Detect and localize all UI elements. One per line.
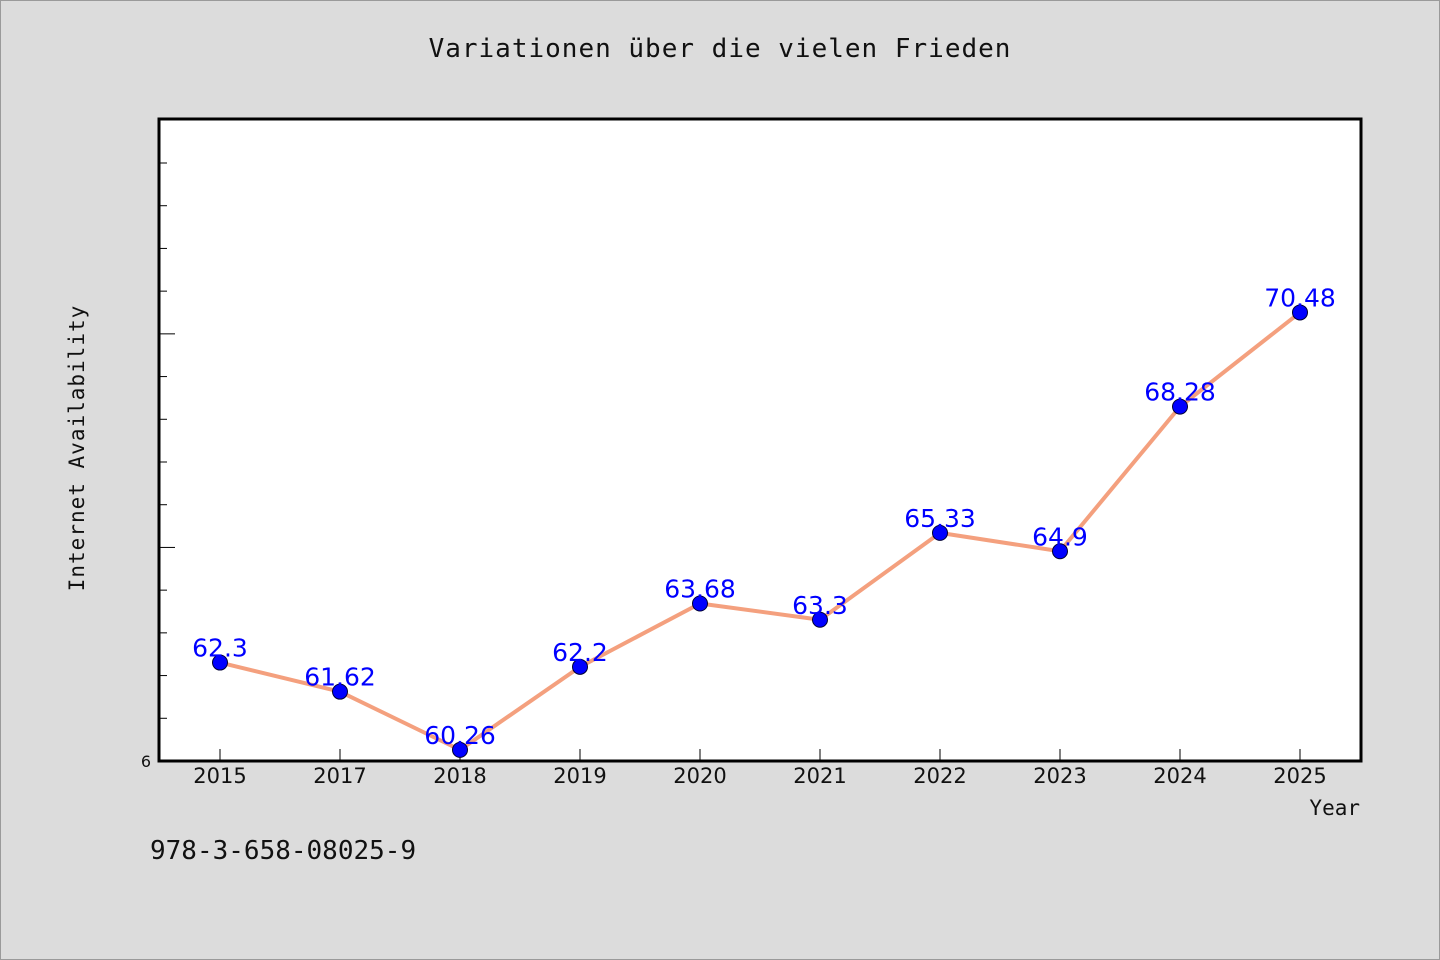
isbn-code: 978-3-658-08025-9 bbox=[150, 836, 417, 866]
data-label: 68.28 bbox=[1144, 378, 1216, 407]
x-tick-label: 2017 bbox=[313, 764, 366, 788]
data-point bbox=[692, 595, 708, 612]
x-tick-label: 2021 bbox=[793, 764, 846, 788]
data-point bbox=[932, 524, 948, 541]
x-axis-ticks: 2015 2017 2018 2019 2020 2021 2022 2023 2024 2025 bbox=[193, 749, 1327, 788]
data-point bbox=[572, 658, 588, 675]
x-tick-label: 2015 bbox=[193, 764, 246, 788]
data-label: 70.48 bbox=[1264, 283, 1336, 312]
x-tick-label: 2022 bbox=[913, 764, 966, 788]
data-point bbox=[1172, 398, 1188, 415]
x-tick-label: 2019 bbox=[553, 764, 606, 788]
data-point bbox=[332, 683, 348, 700]
data-point bbox=[1292, 304, 1308, 321]
chart-title: Variationen über die vielen Frieden bbox=[428, 34, 1012, 64]
y-axis-ticks: 6 bbox=[141, 162, 175, 771]
x-axis-label: Year bbox=[1309, 796, 1360, 820]
x-tick-label: 2018 bbox=[433, 764, 486, 788]
data-label: 63.3 bbox=[792, 591, 848, 620]
plot-area bbox=[157, 117, 1363, 763]
series-line bbox=[219, 310, 1302, 752]
data-label: 64.9 bbox=[1032, 522, 1088, 551]
x-tick-label: 2025 bbox=[1273, 764, 1326, 788]
x-tick-label: 2024 bbox=[1153, 764, 1206, 788]
series-layer bbox=[212, 304, 1308, 758]
data-label-layer: 62.3 61.62 60.26 62.2 63.68 63.3 65.33 64.9 68.2… bbox=[192, 283, 1336, 749]
data-label: 61.62 bbox=[304, 663, 376, 692]
x-tick-label: 2020 bbox=[673, 764, 726, 788]
data-point bbox=[452, 741, 468, 758]
data-point bbox=[812, 611, 828, 628]
data-label: 62.3 bbox=[192, 634, 248, 663]
data-point bbox=[1052, 543, 1068, 560]
data-label: 60.26 bbox=[424, 721, 496, 750]
data-point bbox=[212, 654, 228, 671]
data-label: 62.2 bbox=[552, 638, 608, 667]
data-label: 63.68 bbox=[664, 574, 736, 603]
data-label: 65.33 bbox=[904, 504, 976, 533]
x-tick-label: 2023 bbox=[1033, 764, 1086, 788]
y-tick-label: 6 bbox=[141, 752, 151, 771]
